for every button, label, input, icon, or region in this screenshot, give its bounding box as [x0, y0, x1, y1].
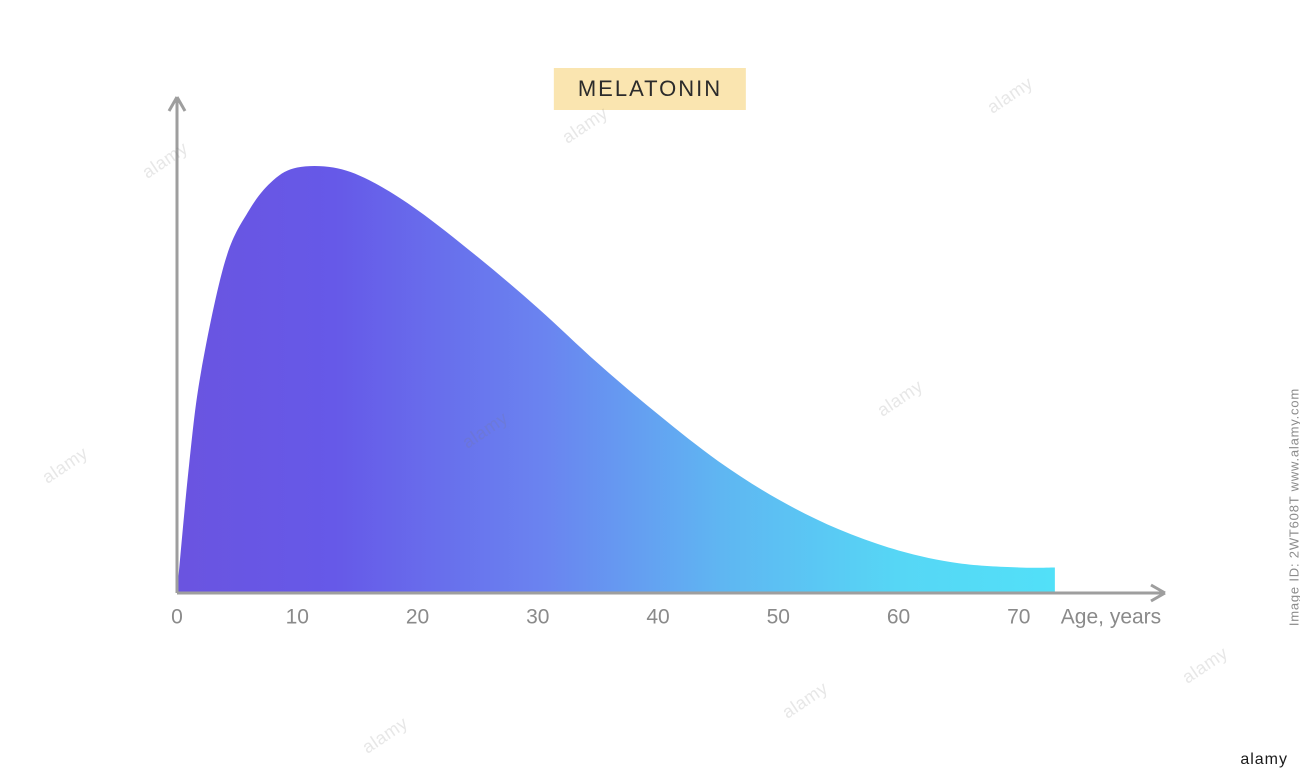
x-tick-70: 70 [1007, 605, 1030, 628]
x-tick-50: 50 [767, 605, 790, 628]
melatonin-area [177, 166, 1055, 593]
watermark-diag-6: alamy [358, 713, 412, 759]
x-tick-30: 30 [526, 605, 549, 628]
x-tick-60: 60 [887, 605, 910, 628]
x-tick-0: 0 [171, 605, 183, 628]
x-tick-labels: 0 10 20 30 40 50 60 70 Age, years [171, 605, 1161, 628]
watermark-diag-3: alamy [38, 443, 92, 489]
watermark-bottom-logo: alamy [1240, 751, 1288, 769]
area-chart-svg: 0 10 20 30 40 50 60 70 Age, years [155, 85, 1215, 645]
watermark-diag-7: alamy [778, 678, 832, 724]
x-tick-20: 20 [406, 605, 429, 628]
x-tick-10: 10 [286, 605, 309, 628]
watermark-diag-8: alamy [1178, 643, 1232, 689]
area-fill [177, 166, 1055, 593]
x-axis-label: Age, years [1061, 605, 1161, 628]
x-tick-40: 40 [646, 605, 669, 628]
watermark-image-id: Image ID: 2WT608T www.alamy.com [1287, 388, 1300, 626]
chart-container: 0 10 20 30 40 50 60 70 Age, years [155, 85, 1215, 645]
